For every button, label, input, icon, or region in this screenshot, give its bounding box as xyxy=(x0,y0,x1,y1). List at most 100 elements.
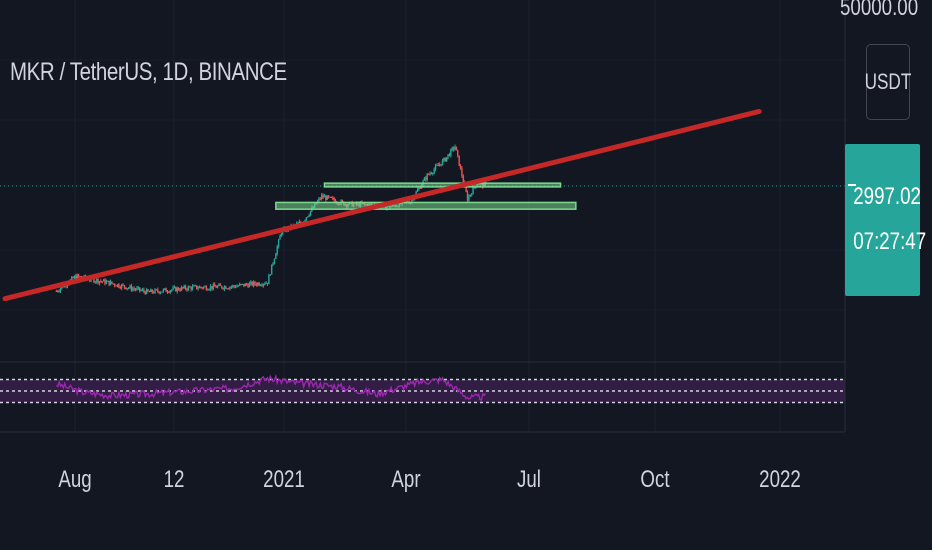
candle-body xyxy=(305,217,308,221)
candle-body xyxy=(130,285,133,291)
candle-body xyxy=(433,169,435,173)
candle-body xyxy=(169,290,171,293)
candle-body xyxy=(454,146,456,150)
candle-body xyxy=(330,196,333,198)
candle-body xyxy=(162,289,165,292)
candle-body xyxy=(245,283,248,285)
candle-body xyxy=(114,283,116,286)
candle-body xyxy=(434,165,437,170)
candle-body xyxy=(254,281,256,285)
candle-body xyxy=(180,287,183,291)
candle-body xyxy=(179,290,181,292)
candle-body xyxy=(427,173,430,175)
candle-body xyxy=(273,258,276,264)
candle-body xyxy=(465,184,467,192)
candle-body xyxy=(150,289,152,292)
candle-body xyxy=(139,287,141,291)
candle-body xyxy=(120,284,123,289)
candle-body xyxy=(227,288,230,290)
candle-body xyxy=(133,288,135,290)
candle-body xyxy=(57,291,59,293)
support-zones[interactable] xyxy=(275,182,577,210)
candle-body xyxy=(158,291,160,294)
candle-body xyxy=(452,147,455,150)
currency-label: USDT xyxy=(864,69,912,94)
rsi-pane xyxy=(0,361,845,404)
candle-body xyxy=(459,165,462,169)
candle-body xyxy=(111,281,113,284)
candle-body xyxy=(469,194,471,197)
candle-body xyxy=(304,220,306,222)
candle-body xyxy=(129,285,131,288)
candle-body xyxy=(232,285,234,287)
support-zone[interactable] xyxy=(323,182,562,188)
candle-body xyxy=(326,195,328,200)
candle-body xyxy=(104,279,106,284)
candle-body xyxy=(70,277,73,280)
candle-body xyxy=(98,281,101,284)
candle-body xyxy=(447,154,449,158)
candle-body xyxy=(466,191,469,201)
candle-body xyxy=(115,285,117,287)
candle-series xyxy=(55,144,487,295)
candle-body xyxy=(237,285,240,287)
candle-body xyxy=(108,280,110,286)
candle-body xyxy=(250,281,252,284)
candle-body xyxy=(234,286,237,288)
candle-body xyxy=(216,286,219,288)
candle-body xyxy=(320,195,323,199)
time-axis-label: Oct xyxy=(640,466,670,493)
candle-body xyxy=(122,284,124,286)
currency-selector[interactable]: USDT xyxy=(864,44,912,120)
candle-body xyxy=(95,279,98,282)
trend-line[interactable] xyxy=(2,108,762,302)
candle-body xyxy=(202,286,205,289)
candle-body xyxy=(172,287,174,290)
candle-body xyxy=(173,287,176,289)
candle-body xyxy=(325,196,327,200)
candle-body xyxy=(182,287,184,289)
candle-body xyxy=(143,289,145,292)
candle-body xyxy=(258,282,260,286)
candle-body xyxy=(151,289,153,293)
candle-body xyxy=(89,280,91,282)
support-zone[interactable] xyxy=(275,201,577,210)
candle-body xyxy=(272,263,274,265)
candle-body xyxy=(157,289,159,292)
candle-body xyxy=(134,289,137,291)
candle-body xyxy=(136,288,138,290)
candle-body xyxy=(219,284,221,286)
candle-body xyxy=(443,157,445,161)
candle-body xyxy=(432,172,434,174)
candle-body xyxy=(170,289,173,291)
candle-body xyxy=(436,165,438,167)
candle-body xyxy=(125,287,127,290)
candle-body xyxy=(277,239,280,247)
candle-body xyxy=(101,281,103,283)
candle-body xyxy=(308,214,310,217)
candle-body xyxy=(177,287,180,291)
bar-countdown: 07:27:47 xyxy=(853,228,927,255)
candle-body xyxy=(105,281,108,284)
candle-body xyxy=(72,277,74,279)
candle-body xyxy=(327,195,330,198)
candle-body xyxy=(195,285,198,289)
candle-body xyxy=(445,157,448,162)
candle-body xyxy=(225,286,227,289)
symbol-title[interactable]: MKR / TetherUS, 1D, BINANCE xyxy=(10,58,287,86)
candle-body xyxy=(426,173,428,180)
candle-body xyxy=(468,196,470,201)
candle-body xyxy=(252,281,255,286)
candle-body xyxy=(322,195,324,198)
candle-body xyxy=(333,198,335,201)
candle-body xyxy=(190,287,192,290)
candle-body xyxy=(79,276,81,278)
candle-body xyxy=(269,274,271,276)
candle-body xyxy=(201,287,203,289)
candle-body xyxy=(140,290,142,292)
candle-body xyxy=(209,286,212,290)
candle-body xyxy=(332,197,334,199)
candle-body xyxy=(226,288,228,290)
candle-body xyxy=(159,292,162,294)
